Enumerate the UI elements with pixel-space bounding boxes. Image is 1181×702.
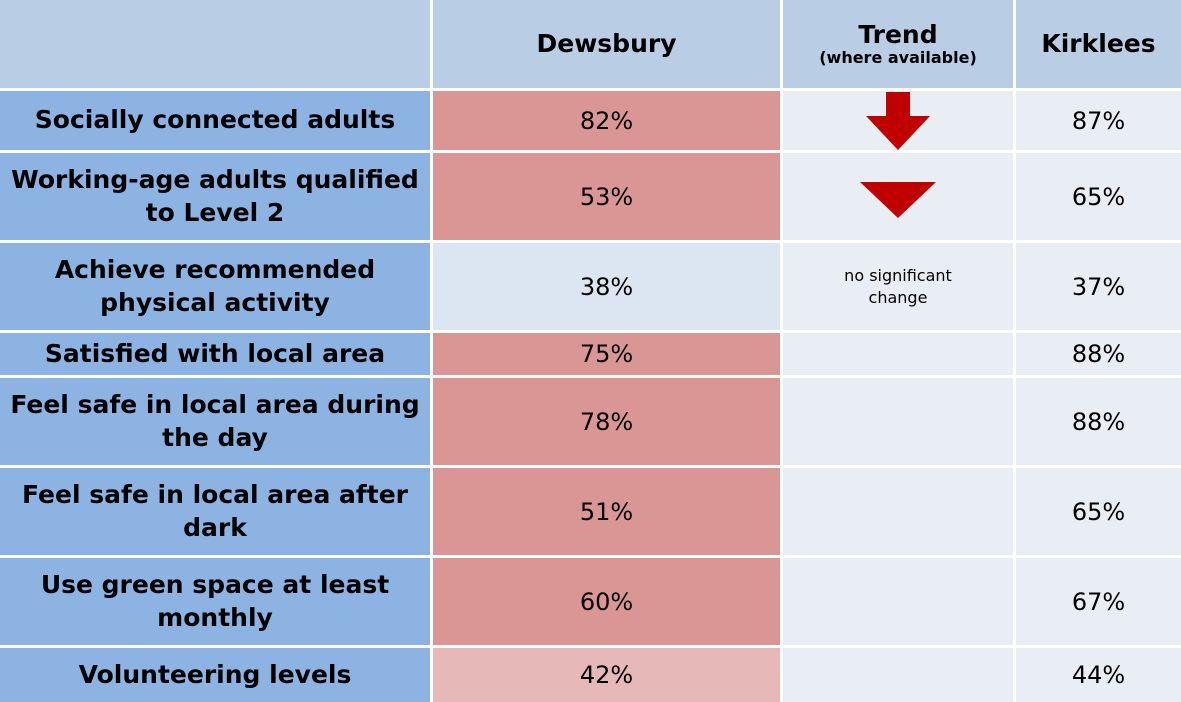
row-label-text: Working-age adults qualified to Level 2 — [11, 165, 419, 227]
row-label: Achieve recommended physical activity — [0, 243, 430, 330]
header-text: Dewsbury — [536, 29, 677, 59]
dewsbury-cell: 60% — [433, 558, 780, 645]
dewsbury-cell-text: 42% — [579, 661, 634, 689]
header-text: Kirklees — [1041, 29, 1156, 59]
row-label: Working-age adults qualified to Level 2 — [0, 153, 430, 240]
row-label-text: Achieve recommended physical activity — [54, 255, 376, 317]
kirklees-cell-text: 37% — [1071, 272, 1126, 301]
row-label-text: Socially connected adults — [34, 105, 396, 135]
header-trend: Trend (where available) — [783, 0, 1013, 88]
dewsbury-cell-text: 78% — [579, 407, 634, 436]
trend-cell-text: no significant change — [844, 265, 952, 307]
down-triangle-icon — [860, 182, 936, 218]
trend-cell — [783, 333, 1013, 375]
header-empty — [0, 0, 430, 88]
row-label: Socially connected adults — [0, 91, 430, 150]
kirklees-cell: 65% — [1016, 153, 1181, 240]
trend-cell — [783, 558, 1013, 645]
kirklees-cell: 65% — [1016, 468, 1181, 555]
row-label: Satisfied with local area — [0, 333, 430, 375]
trend-cell: no significant change — [783, 243, 1013, 330]
dewsbury-cell-text: 51% — [579, 497, 634, 526]
dewsbury-cell: 82% — [433, 91, 780, 150]
row-label-text: Feel safe in local area during the day — [10, 390, 420, 452]
kirklees-cell: 67% — [1016, 558, 1181, 645]
header-dewsbury: Dewsbury — [433, 0, 780, 88]
kirklees-cell: 37% — [1016, 243, 1181, 330]
kirklees-cell-text: 88% — [1071, 407, 1126, 436]
dewsbury-cell-text: 60% — [579, 587, 634, 616]
dewsbury-cell-text: 53% — [579, 182, 634, 211]
row-label: Use green space at least monthly — [0, 558, 430, 645]
kirklees-cell-text: 65% — [1071, 182, 1126, 211]
kirklees-cell: 88% — [1016, 333, 1181, 375]
header-kirklees: Kirklees — [1016, 0, 1181, 88]
dewsbury-cell: 78% — [433, 378, 780, 465]
trend-cell — [783, 468, 1013, 555]
row-label-text: Satisfied with local area — [44, 338, 386, 368]
dewsbury-cell-text: 38% — [579, 272, 634, 301]
kirklees-cell-text: 65% — [1071, 497, 1126, 526]
kirklees-cell: 87% — [1016, 91, 1181, 150]
row-label: Volunteering levels — [0, 648, 430, 702]
dewsbury-cell-text: 75% — [579, 340, 634, 368]
row-label: Feel safe in local area during the day — [0, 378, 430, 465]
kirklees-cell-text: 88% — [1071, 340, 1126, 368]
header-text: Trend — [858, 20, 938, 50]
dewsbury-cell: 38% — [433, 243, 780, 330]
dewsbury-cell: 53% — [433, 153, 780, 240]
kirklees-cell-text: 44% — [1071, 661, 1126, 689]
row-label-text: Use green space at least monthly — [40, 570, 390, 632]
dewsbury-cell-text: 82% — [579, 106, 634, 135]
row-label-text: Feel safe in local area after dark — [21, 480, 409, 542]
trend-cell — [783, 378, 1013, 465]
row-label-text: Volunteering levels — [78, 659, 352, 689]
kirklees-cell: 88% — [1016, 378, 1181, 465]
down-arrow-icon — [866, 92, 930, 150]
row-label: Feel safe in local area after dark — [0, 468, 430, 555]
kirklees-cell-text: 87% — [1071, 106, 1126, 135]
kirklees-cell: 44% — [1016, 648, 1181, 702]
kirklees-cell-text: 67% — [1071, 587, 1126, 616]
dewsbury-cell: 51% — [433, 468, 780, 555]
dewsbury-cell: 75% — [433, 333, 780, 375]
trend-cell — [783, 648, 1013, 702]
header-subtext: (where available) — [819, 47, 977, 67]
dewsbury-cell: 42% — [433, 648, 780, 702]
